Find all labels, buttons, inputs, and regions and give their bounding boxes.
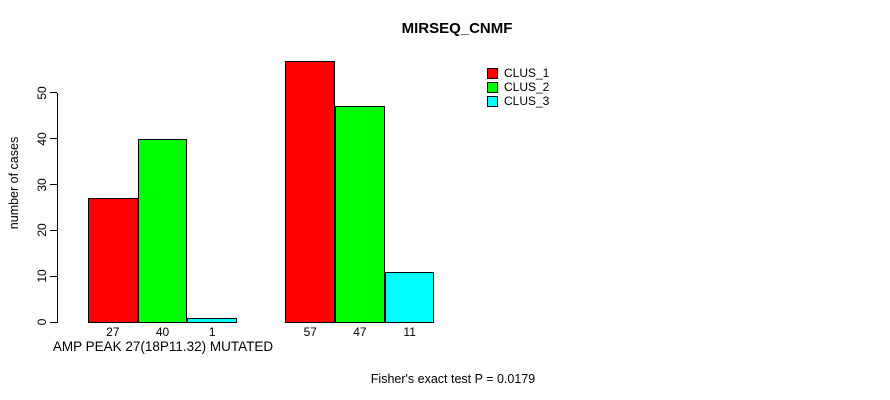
y-axis-tick-label: 0 [35, 318, 49, 326]
bar-clus_3-group-1 [187, 317, 238, 324]
y-axis-tick [49, 275, 57, 277]
legend-item: CLUS_1 [487, 66, 549, 80]
y-axis-tick [49, 92, 57, 94]
y-axis-label: number of cases [7, 136, 21, 230]
legend: CLUS_1 CLUS_2 CLUS_3 [487, 66, 549, 108]
bar-clus_1-group-2 [285, 60, 336, 324]
y-axis-tick-label: 40 [35, 131, 49, 146]
bar-clus_2-group-2 [335, 106, 385, 324]
y-axis-tick-label: 10 [35, 269, 49, 284]
y-axis-tick-label: 50 [35, 86, 49, 100]
bar-value-label: 27 [106, 324, 120, 339]
legend-swatch [487, 95, 498, 107]
x-axis-label: AMP PEAK 27(18P11.32) MUTATED [52, 339, 274, 354]
y-axis-tick-label: 30 [35, 177, 49, 192]
legend-item: CLUS_3 [487, 94, 549, 108]
chart-title: MIRSEQ_CNMF [401, 20, 513, 37]
y-axis-tick [49, 229, 57, 232]
legend-item-label: CLUS_2 [504, 80, 550, 94]
legend-item-label: CLUS_1 [504, 66, 550, 80]
bar-clus_3-group-2 [384, 271, 435, 324]
y-axis-tick [49, 321, 57, 323]
y-axis-tick [49, 183, 57, 186]
legend-item: CLUS_2 [487, 80, 549, 94]
bar-clus_1-group-1 [88, 198, 138, 324]
y-axis-tick [49, 138, 57, 140]
legend-swatch [487, 67, 498, 79]
legend-item-label: CLUS_3 [504, 94, 550, 108]
y-axis-line [56, 92, 58, 324]
bar-value-label: 40 [155, 324, 170, 339]
bar-value-label: 1 [208, 324, 216, 339]
y-axis-tick-label: 20 [35, 223, 49, 238]
fisher-test-annotation: Fisher's exact test P = 0.0179 [370, 372, 536, 386]
bar-value-label: 47 [353, 324, 367, 339]
bar-value-label: 11 [403, 324, 416, 339]
bar-clus_2-group-1 [137, 138, 188, 324]
bar-value-label: 57 [303, 324, 317, 339]
legend-swatch [487, 81, 498, 93]
